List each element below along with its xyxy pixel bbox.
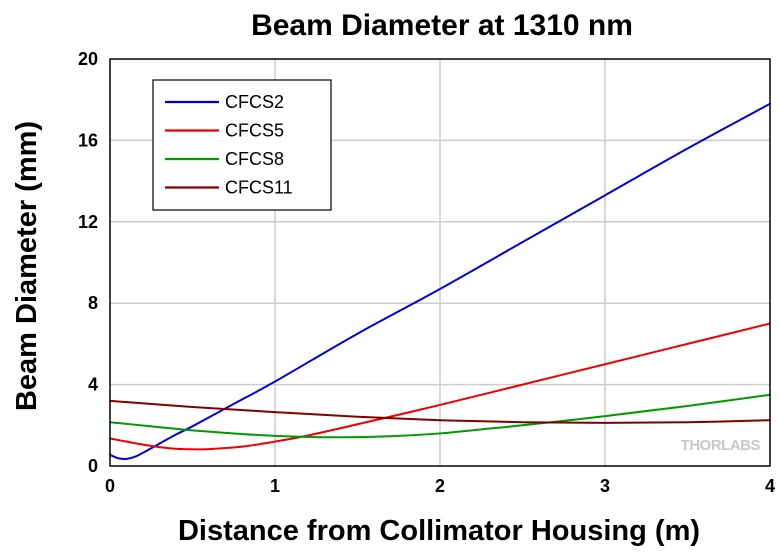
legend-label: CFCS2 bbox=[225, 92, 284, 112]
y-tick-label: 0 bbox=[88, 456, 98, 476]
x-axis-label: Distance from Collimator Housing (m) bbox=[178, 515, 700, 547]
x-tick-label: 4 bbox=[765, 476, 775, 496]
y-tick-label: 20 bbox=[78, 49, 98, 69]
legend-label: CFCS11 bbox=[225, 178, 293, 198]
legend-label: CFCS8 bbox=[225, 149, 284, 169]
x-tick-label: 3 bbox=[600, 476, 610, 496]
y-tick-label: 8 bbox=[88, 293, 98, 313]
x-tick-label: 0 bbox=[105, 476, 115, 496]
legend: CFCS2 CFCS5 CFCS8 CFCS11 bbox=[152, 79, 332, 211]
series-line-cfcs8 bbox=[109, 393, 771, 439]
y-axis-label: Beam Diameter (mm) bbox=[11, 121, 43, 411]
x-tick-label: 1 bbox=[270, 476, 280, 496]
y-tick-label: 4 bbox=[88, 375, 98, 395]
series-line-cfcs11 bbox=[109, 399, 771, 424]
y-tick-label: 12 bbox=[78, 212, 98, 232]
legend-label: CFCS5 bbox=[225, 121, 284, 141]
plot-frame bbox=[109, 58, 771, 467]
series-line-cfcs5 bbox=[109, 322, 771, 451]
thorlabs-watermark: THORLABS bbox=[681, 437, 761, 454]
series-lines bbox=[109, 102, 771, 460]
x-tick-label: 2 bbox=[435, 476, 445, 496]
series-line-cfcs2 bbox=[109, 102, 771, 460]
y-tick-label: 16 bbox=[78, 130, 98, 150]
chart-title: Beam Diameter at 1310 nm bbox=[251, 9, 633, 42]
